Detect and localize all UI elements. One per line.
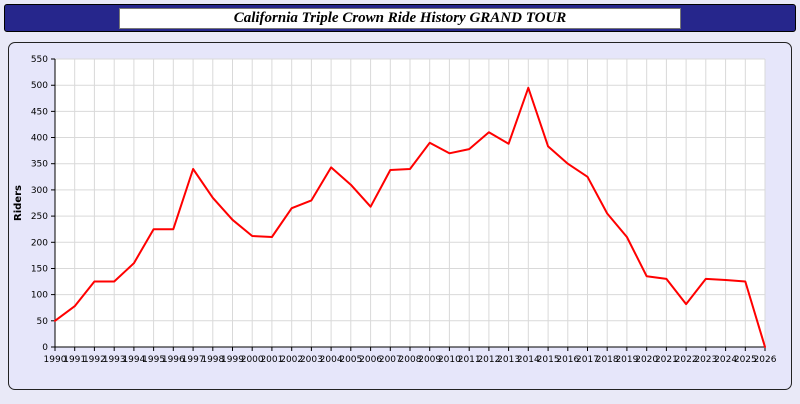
- riders-series-line: [54, 86, 766, 348]
- title-bar: California Triple Crown Ride History GRA…: [4, 4, 796, 32]
- title-box: California Triple Crown Ride History GRA…: [119, 7, 681, 29]
- x-tick-label: 2021: [655, 355, 678, 365]
- x-tick-label: 2016: [556, 355, 579, 365]
- x-tick-label: 1998: [201, 355, 224, 365]
- x-tick-label: 2015: [537, 355, 560, 365]
- x-tick-label: 2019: [615, 355, 638, 365]
- chart-container: 0 50 100 150 200 250 300 350 400 450 500 550 1990 199…: [8, 42, 792, 390]
- x-tick-label: 2004: [320, 355, 343, 365]
- x-tick-label: 2010: [438, 355, 461, 365]
- x-tick-label: 2022: [675, 355, 698, 365]
- x-tick-label: 1995: [142, 355, 165, 365]
- x-tick-label: 2011: [458, 355, 481, 365]
- x-tick-label: 2009: [418, 355, 441, 365]
- x-tick-label: 2012: [477, 355, 500, 365]
- x-tick-label: 2017: [576, 355, 599, 365]
- x-tick-label: 2002: [280, 355, 303, 365]
- x-tick-label: 1994: [122, 355, 145, 365]
- x-tick-label: 1997: [182, 355, 205, 365]
- riders-line-chart: 0501001502002503003504004505005501990199…: [13, 55, 777, 365]
- x-tick-label: 2000: [241, 355, 264, 365]
- x-tick-label: 2025: [734, 355, 757, 365]
- x-tick-label: 1990: [44, 355, 67, 365]
- x-tick-label: 2026: [754, 355, 777, 365]
- y-tick-label: 550: [31, 55, 48, 65]
- y-tick-label: 50: [37, 317, 49, 327]
- y-tick-label: 350: [31, 160, 48, 170]
- x-tick-label: 2008: [399, 355, 422, 365]
- y-tick-label: 150: [31, 265, 48, 275]
- x-tick-label: 1992: [83, 355, 106, 365]
- y-tick-label: 500: [31, 81, 48, 91]
- x-tick-label: 2013: [497, 355, 520, 365]
- x-tick-label: 2007: [379, 355, 402, 365]
- x-tick-label: 1993: [103, 355, 126, 365]
- x-tick-label: 2014: [517, 355, 540, 365]
- y-tick-label: 250: [31, 212, 48, 222]
- y-tick-label: 400: [31, 134, 48, 144]
- x-tick-label: 2018: [596, 355, 619, 365]
- x-tick-label: 2005: [339, 355, 362, 365]
- y-axis-title: Riders: [13, 185, 24, 221]
- x-tick-label: 2024: [714, 355, 737, 365]
- page-title: California Triple Crown Ride History GRA…: [233, 9, 567, 26]
- y-tick-label: 450: [31, 107, 48, 117]
- x-tick-label: 2001: [260, 355, 283, 365]
- y-tick-label: 300: [31, 186, 48, 196]
- x-tick-label: 1996: [162, 355, 185, 365]
- x-tick-label: 2003: [300, 355, 323, 365]
- x-tick-label: 1991: [63, 355, 86, 365]
- x-tick-label: 2020: [635, 355, 658, 365]
- x-tick-label: 2006: [359, 355, 382, 365]
- y-tick-label: 100: [31, 291, 48, 301]
- y-tick-label: 0: [42, 343, 48, 353]
- y-tick-label: 200: [31, 238, 48, 248]
- x-tick-label: 2023: [694, 355, 717, 365]
- x-tick-label: 1999: [221, 355, 244, 365]
